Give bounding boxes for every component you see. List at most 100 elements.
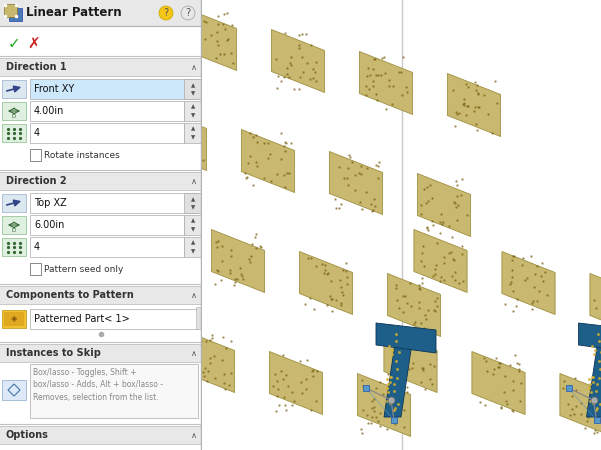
Point [483,111,493,118]
Polygon shape [376,323,436,353]
Point [367,405,377,412]
Point [590,396,599,403]
Point [480,401,489,409]
Point [370,202,380,209]
Polygon shape [242,130,294,193]
Point [297,390,307,397]
Point [454,110,464,117]
Point [307,254,316,261]
Point [447,234,457,241]
Point [304,255,313,262]
Point [461,81,471,88]
Point [219,334,228,341]
Point [367,414,376,421]
Point [488,370,498,378]
Point [492,100,501,107]
Point [590,350,599,357]
Point [281,30,290,37]
Point [130,243,140,251]
Point [398,292,408,299]
Point [356,425,365,432]
Point [344,165,353,172]
Bar [2,124,26,142]
Point [211,238,221,245]
Point [363,64,373,72]
Point [496,403,506,410]
Point [379,54,388,61]
Point [453,192,462,199]
Point [423,226,433,234]
Polygon shape [560,374,601,436]
Point [149,235,159,242]
Point [420,311,430,318]
Point [160,112,170,120]
Point [469,108,479,115]
Text: 4: 4 [34,242,40,252]
Point [131,241,141,248]
Point [338,291,348,298]
Point [382,384,391,392]
Point [382,397,392,404]
Point [300,375,310,382]
Point [403,345,412,352]
Point [428,221,438,229]
Point [298,68,308,76]
Point [462,102,472,109]
Point [336,283,346,290]
Point [586,388,596,396]
Point [271,408,281,415]
Point [400,356,409,363]
Point [337,299,346,306]
Point [436,274,445,281]
Point [218,257,227,265]
Point [585,384,594,392]
Point [593,428,601,436]
Point [145,220,155,228]
Point [136,308,145,315]
Point [183,370,193,377]
Text: Front XY: Front XY [34,84,75,94]
Point [540,268,550,275]
Point [433,240,442,247]
Point [507,257,517,264]
Polygon shape [153,108,207,171]
Point [282,64,291,72]
Point [508,307,518,315]
Point [446,248,456,256]
Point [473,89,483,96]
Point [383,426,392,433]
Point [471,121,481,128]
Point [207,32,216,39]
Polygon shape [384,330,414,417]
Point [481,358,490,365]
Point [285,139,295,146]
Point [284,170,294,177]
Point [404,346,414,354]
Point [422,184,432,191]
Point [425,360,435,367]
Point [145,261,155,268]
Point [283,382,293,389]
Point [472,81,482,89]
Point [175,121,185,128]
Point [344,151,354,158]
Point [373,72,383,79]
Point [527,306,537,313]
Point [356,171,365,178]
Point [213,21,223,28]
Point [374,158,383,166]
Point [251,233,260,240]
Point [220,26,230,33]
Point [389,406,398,414]
Text: Direction 2: Direction 2 [6,176,67,186]
Point [379,390,388,397]
Point [429,328,439,335]
Point [310,69,319,76]
Point [320,270,329,277]
Point [582,417,591,424]
Point [418,367,428,374]
Point [297,30,307,37]
Point [337,288,347,295]
Point [419,339,429,346]
Text: 6.00in: 6.00in [34,220,64,230]
